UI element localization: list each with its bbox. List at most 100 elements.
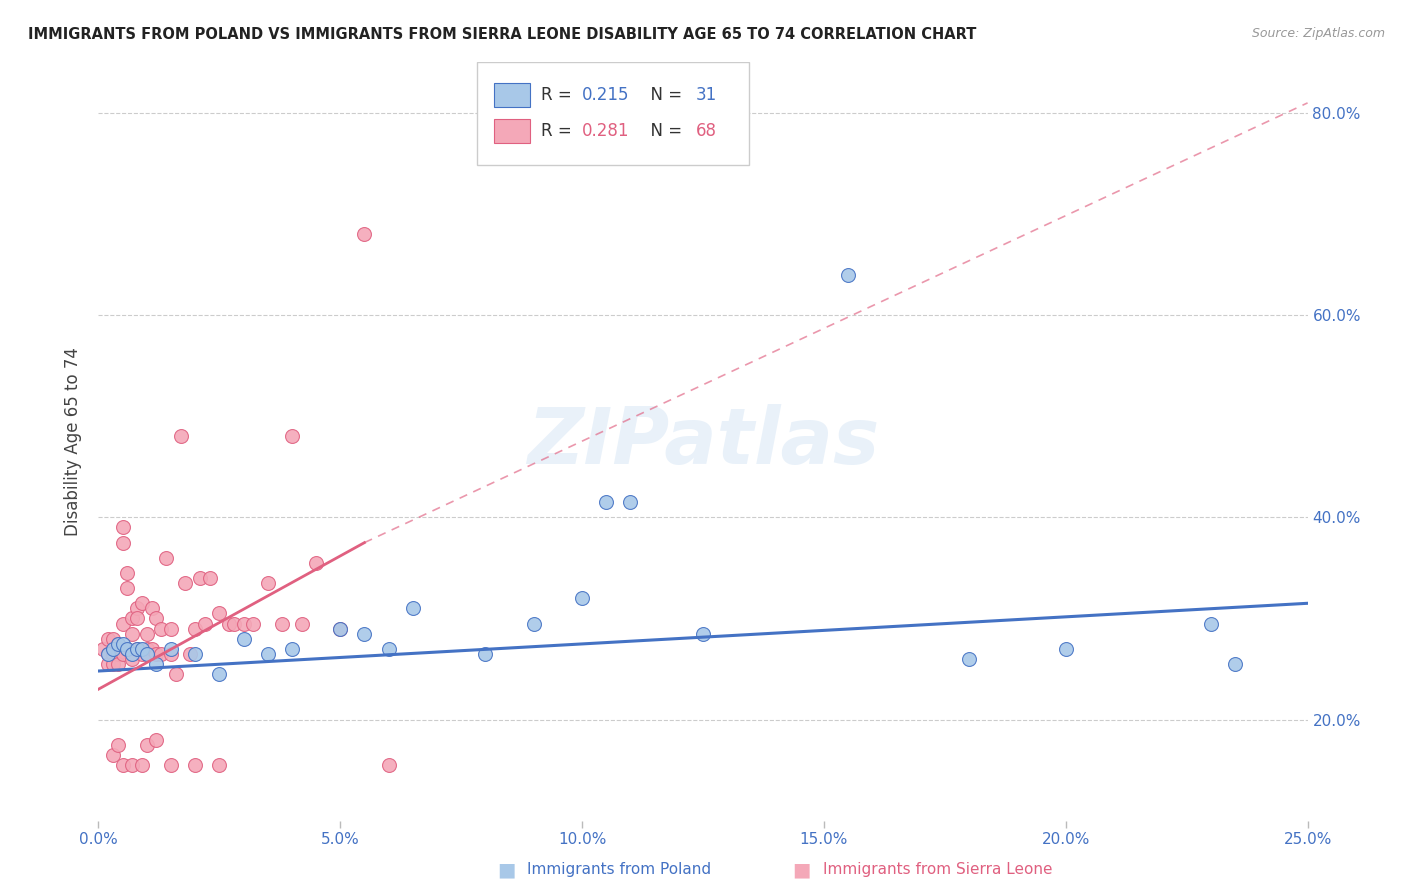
- Point: [111, 647, 134, 661]
- Point: [329, 622, 352, 636]
- Point: [135, 626, 157, 640]
- Point: [160, 647, 183, 661]
- Point: [256, 647, 278, 661]
- Point: [117, 566, 139, 580]
- Text: R =: R =: [541, 121, 576, 140]
- Point: [131, 641, 153, 656]
- Point: [184, 647, 207, 661]
- Point: [208, 667, 231, 681]
- Point: [218, 616, 240, 631]
- Point: [194, 616, 217, 631]
- Text: Immigrants from Sierra Leone: Immigrants from Sierra Leone: [823, 863, 1052, 877]
- Point: [837, 268, 859, 282]
- Point: [256, 576, 278, 591]
- Point: [107, 637, 129, 651]
- Point: [184, 622, 207, 636]
- Point: [135, 647, 157, 661]
- Point: [353, 227, 375, 242]
- Point: [281, 429, 304, 443]
- Point: [145, 732, 167, 747]
- Point: [329, 622, 352, 636]
- Point: [232, 632, 254, 646]
- Point: [127, 641, 149, 656]
- Point: [571, 591, 593, 606]
- Point: [179, 647, 201, 661]
- Point: [97, 632, 120, 646]
- Point: [305, 556, 328, 570]
- Text: N =: N =: [640, 86, 688, 104]
- Text: 0.281: 0.281: [582, 121, 630, 140]
- Point: [290, 616, 312, 631]
- Point: [111, 520, 134, 534]
- Point: [101, 657, 124, 671]
- Point: [1223, 657, 1246, 671]
- Point: [107, 657, 129, 671]
- Point: [131, 758, 153, 772]
- Text: N =: N =: [640, 121, 688, 140]
- Point: [595, 495, 617, 509]
- Text: Source: ZipAtlas.com: Source: ZipAtlas.com: [1251, 27, 1385, 40]
- Point: [957, 652, 980, 666]
- Point: [619, 495, 641, 509]
- Point: [1199, 616, 1222, 631]
- Point: [107, 647, 129, 661]
- Text: 68: 68: [696, 121, 717, 140]
- Text: ■: ■: [496, 860, 516, 880]
- Point: [150, 622, 173, 636]
- Text: 31: 31: [696, 86, 717, 104]
- Point: [242, 616, 264, 631]
- Point: [111, 616, 134, 631]
- Point: [135, 647, 157, 661]
- Text: 0.215: 0.215: [582, 86, 630, 104]
- Point: [145, 611, 167, 625]
- Text: ZIPatlas: ZIPatlas: [527, 403, 879, 480]
- Point: [141, 601, 163, 615]
- Point: [107, 738, 129, 752]
- Point: [127, 641, 149, 656]
- FancyBboxPatch shape: [494, 83, 530, 107]
- Point: [111, 637, 134, 651]
- Point: [135, 738, 157, 752]
- Point: [145, 657, 167, 671]
- Point: [281, 641, 304, 656]
- Point: [121, 626, 143, 640]
- Point: [222, 616, 245, 631]
- Point: [402, 601, 425, 615]
- Point: [208, 607, 231, 621]
- Point: [91, 641, 114, 656]
- Point: [523, 616, 546, 631]
- Point: [135, 641, 157, 656]
- Point: [377, 641, 399, 656]
- Point: [131, 647, 153, 661]
- Point: [145, 647, 167, 661]
- Point: [121, 652, 143, 666]
- Point: [165, 667, 187, 681]
- Point: [121, 611, 143, 625]
- Point: [474, 647, 496, 661]
- Point: [160, 622, 183, 636]
- Point: [208, 758, 231, 772]
- Point: [101, 641, 124, 656]
- Point: [117, 641, 139, 656]
- Point: [169, 429, 191, 443]
- Text: Immigrants from Poland: Immigrants from Poland: [527, 863, 711, 877]
- Point: [97, 647, 120, 661]
- Point: [188, 571, 211, 585]
- Point: [160, 758, 183, 772]
- Point: [174, 576, 197, 591]
- Point: [97, 647, 120, 661]
- Text: ■: ■: [792, 860, 811, 880]
- Point: [97, 657, 120, 671]
- Point: [692, 626, 714, 640]
- Point: [131, 596, 153, 610]
- Point: [111, 758, 134, 772]
- Point: [117, 581, 139, 595]
- Point: [101, 647, 124, 661]
- Y-axis label: Disability Age 65 to 74: Disability Age 65 to 74: [65, 347, 83, 536]
- Text: R =: R =: [541, 86, 576, 104]
- Point: [198, 571, 221, 585]
- Point: [107, 637, 129, 651]
- Point: [271, 616, 294, 631]
- Point: [121, 758, 143, 772]
- Point: [377, 758, 399, 772]
